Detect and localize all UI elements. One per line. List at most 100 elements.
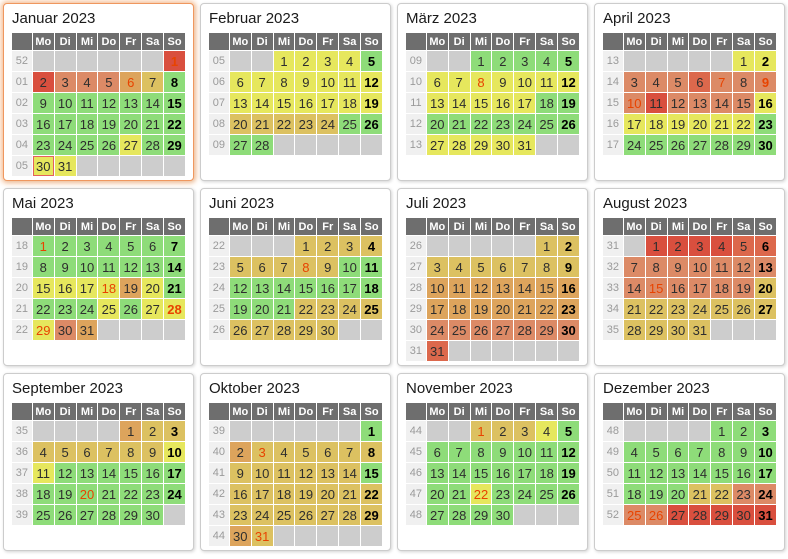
day-cell[interactable]: 21 — [448, 484, 470, 504]
day-cell[interactable]: 2 — [317, 236, 339, 256]
day-cell[interactable]: 4 — [448, 257, 470, 277]
day-cell[interactable]: 9 — [317, 257, 339, 277]
day-cell[interactable]: 2 — [229, 442, 251, 462]
day-cell[interactable]: 29 — [536, 320, 558, 340]
day-cell[interactable]: 13 — [492, 278, 514, 298]
day-cell[interactable]: 1 — [536, 236, 558, 256]
day-cell[interactable]: 4 — [645, 72, 667, 92]
day-cell[interactable]: 26 — [120, 299, 142, 319]
day-cell[interactable]: 1 — [711, 421, 733, 441]
day-cell[interactable]: 1 — [32, 236, 54, 256]
day-cell[interactable]: 4 — [711, 236, 733, 256]
day-cell[interactable]: 6 — [229, 72, 251, 92]
day-cell[interactable]: 8 — [164, 72, 185, 92]
day-cell[interactable]: 17 — [339, 278, 361, 298]
day-cell[interactable]: 16 — [142, 463, 164, 483]
day-cell[interactable]: 18 — [623, 484, 645, 504]
day-cell[interactable]: 8 — [273, 72, 295, 92]
day-cell[interactable]: 2 — [755, 51, 776, 71]
day-cell[interactable]: 23 — [54, 299, 76, 319]
day-cell[interactable]: 31 — [755, 505, 776, 525]
day-cell[interactable]: 19 — [361, 93, 382, 113]
day-cell[interactable]: 1 — [733, 51, 755, 71]
day-cell[interactable]: 16 — [492, 93, 514, 113]
day-cell[interactable]: 15 — [295, 278, 317, 298]
day-cell[interactable]: 10 — [251, 463, 273, 483]
day-cell[interactable]: 17 — [689, 278, 711, 298]
day-cell[interactable]: 28 — [142, 135, 164, 155]
day-cell[interactable]: 5 — [361, 51, 382, 71]
day-cell[interactable]: 10 — [426, 278, 448, 298]
day-cell[interactable]: 6 — [667, 442, 689, 462]
day-cell[interactable]: 4 — [623, 442, 645, 462]
day-cell[interactable]: 31 — [76, 320, 98, 340]
day-cell[interactable]: 27 — [667, 505, 689, 525]
day-cell[interactable]: 4 — [32, 442, 54, 462]
day-cell[interactable]: 3 — [317, 51, 339, 71]
day-cell[interactable]: 20 — [667, 484, 689, 504]
day-cell[interactable]: 21 — [623, 299, 645, 319]
day-cell[interactable]: 20 — [120, 114, 142, 134]
day-cell[interactable]: 19 — [54, 484, 76, 504]
day-cell[interactable]: 6 — [251, 257, 273, 277]
day-cell[interactable]: 7 — [448, 72, 470, 92]
day-cell[interactable]: 9 — [667, 257, 689, 277]
day-cell[interactable]: 8 — [645, 257, 667, 277]
day-cell[interactable]: 6 — [120, 72, 142, 92]
day-cell[interactable]: 25 — [98, 299, 120, 319]
day-cell[interactable]: 4 — [536, 421, 558, 441]
day-cell[interactable]: 17 — [54, 114, 76, 134]
day-cell[interactable]: 11 — [711, 257, 733, 277]
day-cell[interactable]: 16 — [295, 93, 317, 113]
day-cell[interactable]: 24 — [164, 484, 185, 504]
day-cell[interactable]: 1 — [470, 421, 492, 441]
day-cell[interactable]: 28 — [711, 135, 733, 155]
day-cell[interactable]: 18 — [32, 484, 54, 504]
day-cell[interactable]: 7 — [142, 72, 164, 92]
day-cell[interactable]: 28 — [448, 505, 470, 525]
day-cell[interactable]: 8 — [733, 72, 755, 92]
day-cell[interactable]: 4 — [98, 236, 120, 256]
day-cell[interactable]: 27 — [317, 505, 339, 525]
day-cell[interactable]: 8 — [120, 442, 142, 462]
day-cell[interactable]: 16 — [733, 463, 755, 483]
day-cell[interactable]: 10 — [514, 442, 536, 462]
day-cell[interactable]: 19 — [295, 484, 317, 504]
day-cell[interactable]: 23 — [32, 135, 54, 155]
day-cell[interactable]: 18 — [339, 93, 361, 113]
day-cell[interactable]: 21 — [142, 114, 164, 134]
day-cell[interactable]: 1 — [470, 51, 492, 71]
day-cell[interactable]: 11 — [536, 442, 558, 462]
day-cell[interactable]: 16 — [54, 278, 76, 298]
day-cell[interactable]: 25 — [361, 299, 382, 319]
day-cell[interactable]: 24 — [339, 299, 361, 319]
day-cell[interactable]: 22 — [645, 299, 667, 319]
day-cell[interactable]: 30 — [317, 320, 339, 340]
day-cell[interactable]: 21 — [711, 114, 733, 134]
day-cell[interactable]: 29 — [711, 505, 733, 525]
day-cell[interactable]: 22 — [273, 114, 295, 134]
day-cell[interactable]: 19 — [229, 299, 251, 319]
day-cell[interactable]: 27 — [689, 135, 711, 155]
day-cell[interactable]: 7 — [251, 72, 273, 92]
day-cell[interactable]: 9 — [295, 72, 317, 92]
day-cell[interactable]: 5 — [645, 442, 667, 462]
day-cell[interactable]: 17 — [514, 93, 536, 113]
day-cell[interactable]: 3 — [623, 72, 645, 92]
day-cell[interactable]: 31 — [251, 526, 273, 546]
day-cell[interactable]: 20 — [229, 114, 251, 134]
day-cell[interactable]: 4 — [273, 442, 295, 462]
day-cell[interactable]: 25 — [448, 320, 470, 340]
day-cell[interactable]: 28 — [164, 299, 185, 319]
day-cell[interactable]: 24 — [317, 114, 339, 134]
day-cell[interactable]: 5 — [558, 51, 579, 71]
day-cell[interactable]: 6 — [76, 442, 98, 462]
day-cell[interactable]: 26 — [295, 505, 317, 525]
day-cell[interactable]: 19 — [98, 114, 120, 134]
day-cell[interactable]: 18 — [361, 278, 382, 298]
day-cell[interactable]: 13 — [229, 93, 251, 113]
day-cell[interactable]: 6 — [689, 72, 711, 92]
day-cell[interactable]: 12 — [98, 93, 120, 113]
day-cell[interactable]: 12 — [645, 463, 667, 483]
day-cell[interactable]: 25 — [536, 484, 558, 504]
